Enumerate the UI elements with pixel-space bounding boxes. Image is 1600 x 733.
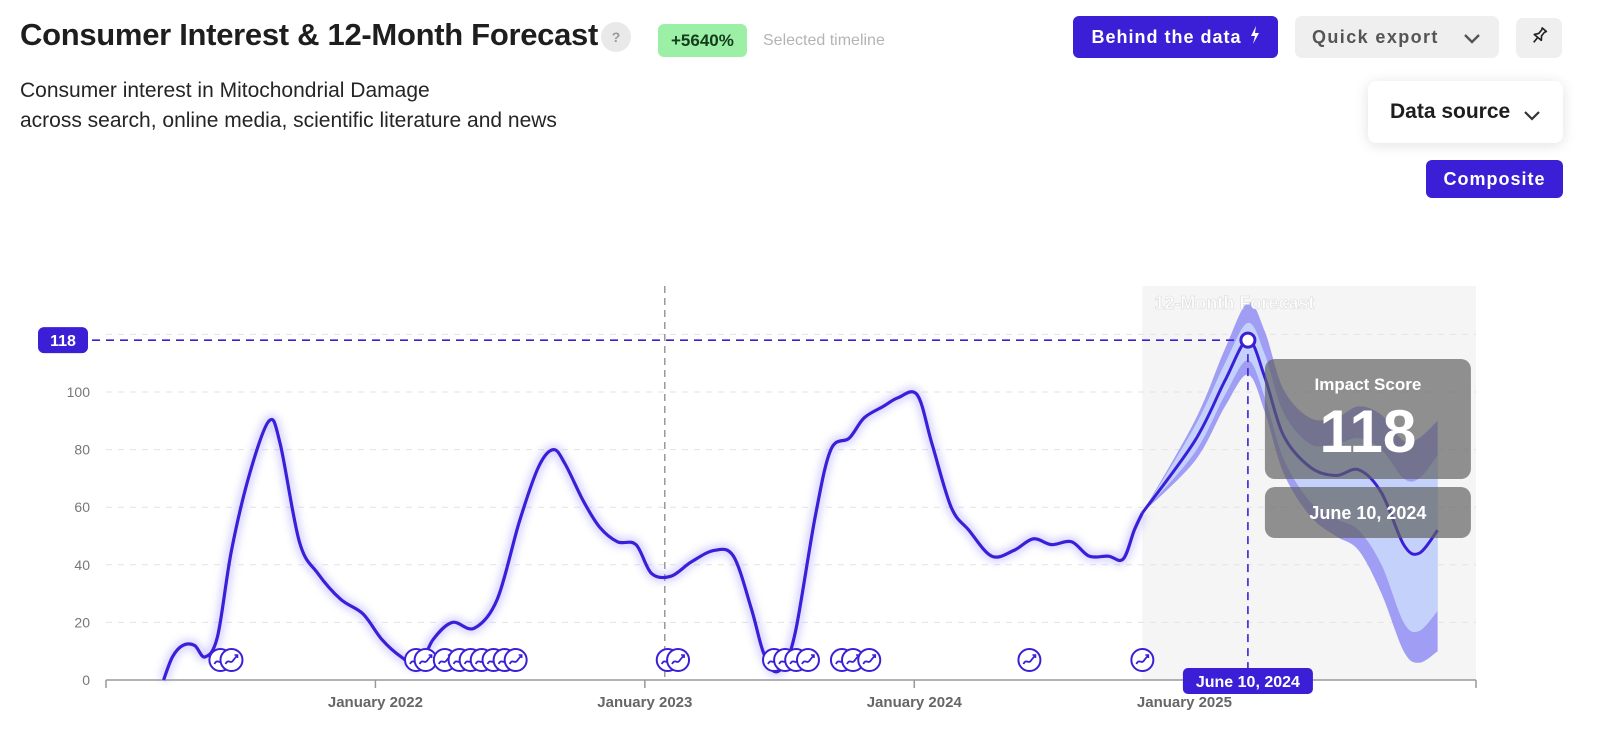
event-trend-mark [438,654,452,665]
event-circle [666,648,691,672]
chart-subtitle: Consumer interest in Mitochondrial Damag… [20,76,557,136]
pin-icon [1528,25,1550,52]
subtitle-line-1: Consumer interest in Mitochondrial Damag… [20,79,430,102]
y-tick-label: 100 [67,384,91,400]
event-trend-mark [801,654,815,665]
data-source-dropdown[interactable]: Data source [1368,81,1563,143]
event-arrowhead [810,654,815,658]
x-tick-label: January 2024 [867,694,963,711]
data-source-label: Data source [1390,100,1511,123]
event-trend-mark [1135,654,1150,665]
forecast-label: 12-Month Forecast [1154,293,1314,313]
event-circle [1017,648,1042,672]
quick-export-button[interactable]: Quick export [1295,16,1499,58]
highlight-point[interactable] [1239,331,1257,349]
history-line [162,390,1144,681]
subtitle-line-2: across search, online media, scientific … [20,109,557,132]
y-tick-label: 60 [74,499,90,515]
event-circle [795,648,820,672]
event-trend-mark [224,654,239,665]
highlight-value-badge: 118 [38,327,88,354]
event-circle [503,648,528,672]
event-circle [219,648,244,672]
y-tick-label: 20 [74,614,90,630]
event-circle [1130,648,1155,672]
highlight-date-badge: June 10, 2024 [1182,668,1313,694]
event-arrowhead [428,654,433,658]
event-trend-mark [418,654,433,665]
trend-event-icon[interactable] [857,648,882,672]
x-tick-label: January 2025 [1137,694,1232,711]
history-line-glow [158,386,1147,682]
event-trend-mark [671,654,685,665]
event-markers[interactable] [208,648,1155,672]
pin-button[interactable] [1516,18,1562,58]
trend-event-icon[interactable] [219,648,244,672]
composite-button[interactable]: Composite [1426,160,1563,198]
x-tick-label: January 2023 [597,694,692,711]
impact-score-card: Impact Score 118 June 10, 2024 [1264,359,1471,538]
event-arrowhead [1032,654,1037,658]
event-arrowhead [1145,654,1150,658]
x-axis: January 2022 January 2023 January 2024 Janu… [105,679,1477,711]
behind-the-data-label: Behind the data [1091,26,1242,47]
impact-score-value: 118 [1320,398,1417,465]
event-arrowhead [518,654,523,658]
growth-badge: +5640% [658,24,747,57]
event-trend-mark [1022,654,1037,665]
impact-score-date: June 10, 2024 [1309,503,1426,523]
highlight-value-label: 118 [50,333,76,350]
event-trend-mark [508,654,523,665]
event-arrowhead [872,654,877,658]
trend-event-icon[interactable] [666,648,691,672]
chevron-down-icon [1523,104,1541,128]
impact-score-title: Impact Score [1315,375,1422,394]
event-trend-mark [862,654,876,665]
trend-event-icon[interactable] [503,648,528,672]
trend-event-icon[interactable] [795,648,820,672]
event-arrowhead [681,654,685,658]
event-arrowhead [234,654,239,658]
y-tick-label: 80 [74,442,90,458]
behind-the-data-button[interactable]: Behind the data [1073,16,1278,58]
chevron-down-icon [1463,29,1481,50]
trend-event-icon[interactable] [1130,648,1155,672]
highlight-date-label: June 10, 2024 [1196,674,1300,691]
event-trend-mark [846,654,860,665]
page-title: Consumer Interest & 12-Month Forecast [20,17,599,52]
event-circle [857,648,882,672]
x-tick-label: January 2022 [328,694,423,711]
badge-note: Selected timeline [763,32,885,49]
quick-export-label: Quick export [1312,26,1439,47]
help-icon[interactable]: ? [601,22,631,52]
y-axis: 0 20 40 60 80 100 [67,384,91,688]
lightning-icon [1250,25,1260,49]
y-tick-label: 0 [82,672,90,688]
y-tick-label: 40 [74,557,90,573]
trend-event-icon[interactable] [1017,648,1042,672]
